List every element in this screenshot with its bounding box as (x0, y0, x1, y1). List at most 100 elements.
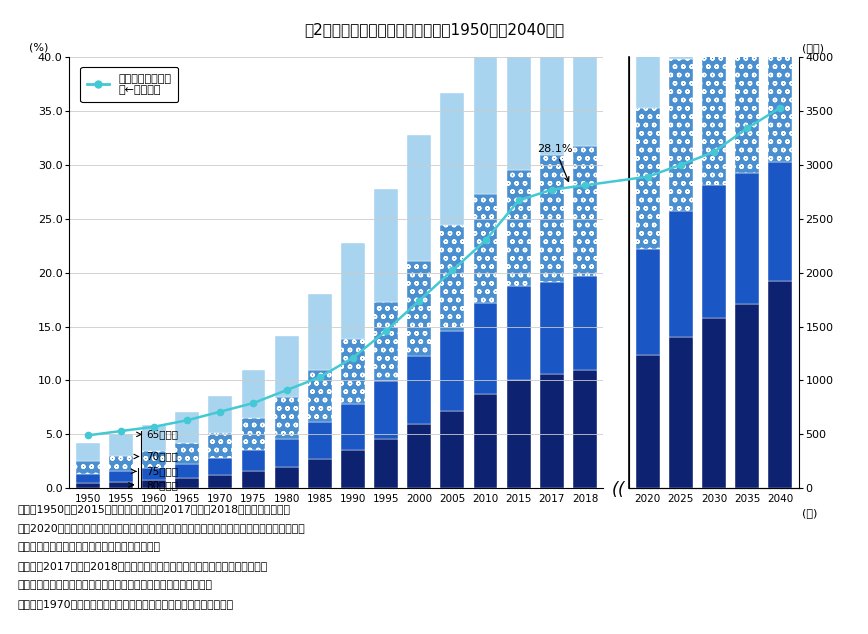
Bar (374, 190, 398, 302)
Bar (76, 443, 100, 462)
Bar (108, 456, 133, 471)
Bar (668, 337, 693, 488)
Bar (735, 44, 759, 172)
Text: 80歳以上: 80歳以上 (146, 480, 178, 490)
Text: (: ( (617, 481, 624, 498)
Text: 75歳以上: 75歳以上 (146, 467, 178, 476)
Bar (702, 42, 726, 185)
Bar (208, 433, 233, 458)
Bar (208, 476, 233, 488)
Bar (208, 396, 233, 433)
Text: 65歳以上: 65歳以上 (146, 429, 178, 439)
Bar (735, 304, 759, 488)
Bar (573, 276, 597, 370)
Bar (507, 19, 530, 170)
Bar (241, 370, 266, 418)
Text: ２）国勢調査による人口及び割合は、年齢不詳をあん分した結果: ２）国勢調査による人口及び割合は、年齢不詳をあん分した結果 (17, 580, 213, 590)
Text: 図2　高齢者人口及び割合の推移（1950年～2040年）: 図2 高齢者人口及び割合の推移（1950年～2040年） (304, 22, 564, 37)
Bar (635, 0, 660, 108)
Bar (76, 462, 100, 474)
Bar (208, 458, 233, 476)
Bar (341, 339, 365, 404)
Bar (374, 439, 398, 488)
Text: (%): (%) (30, 42, 49, 53)
Bar (635, 249, 660, 355)
Bar (668, 210, 693, 337)
Bar (76, 474, 100, 483)
Text: （国立社会保障・人口問題研究所）から作成: （国立社会保障・人口問題研究所）から作成 (17, 542, 161, 552)
Bar (540, 155, 564, 281)
Legend: 高齢者人口の割合
（←左目盛）: 高齢者人口の割合 （←左目盛） (81, 67, 178, 102)
Bar (540, 3, 564, 155)
Bar (407, 356, 431, 424)
Bar (341, 243, 365, 339)
Bar (440, 93, 464, 224)
Bar (474, 394, 497, 488)
Bar (274, 335, 299, 397)
Bar (768, 0, 792, 44)
Bar (108, 482, 133, 488)
Bar (768, 162, 792, 281)
Text: 注１）〱2017年及㈱2018年は９月１５日現在、その他の年は１０月１日現在: 注１）〱2017年及㈱2018年は９月１５日現在、その他の年は１０月１日現在 (17, 561, 267, 571)
Bar (440, 411, 464, 488)
Bar (308, 294, 332, 370)
Bar (735, 172, 759, 304)
Bar (274, 397, 299, 439)
Bar (768, 281, 792, 488)
Bar (668, 0, 693, 59)
Bar (573, 370, 597, 488)
Bar (175, 412, 199, 443)
Bar (241, 450, 266, 471)
Bar (175, 443, 199, 463)
Bar (308, 370, 332, 422)
Bar (308, 460, 332, 488)
Bar (474, 303, 497, 394)
Text: ３）〱1970年までは沖縄県を含まない。　以下表２について同じ。: ３）〱1970年までは沖縄県を含まない。 以下表２について同じ。 (17, 599, 233, 609)
Text: 資料：1950年～2015年は『国勢調査』、2017年及㈱2018年は『人口推計』: 資料：1950年～2015年は『国勢調査』、2017年及㈱2018年は『人口推計… (17, 504, 291, 514)
Bar (407, 135, 431, 261)
Bar (735, 0, 759, 44)
Bar (142, 425, 166, 451)
Bar (668, 59, 693, 210)
Bar (142, 480, 166, 488)
Bar (440, 331, 464, 411)
Bar (374, 381, 398, 439)
Bar (241, 471, 266, 488)
Text: (万人): (万人) (802, 42, 824, 53)
Bar (507, 286, 530, 380)
Text: (年): (年) (802, 508, 818, 517)
Text: 2020年以降は『日本の将来推計人口（平成２９年推計）』出生（中位）死亡（中位）推計: 2020年以降は『日本の将来推計人口（平成２９年推計）』出生（中位）死亡（中位）… (17, 523, 306, 533)
Bar (440, 224, 464, 331)
Bar (175, 463, 199, 478)
Bar (374, 302, 398, 381)
Bar (702, 0, 726, 42)
Text: (: ( (611, 481, 618, 498)
Bar (540, 281, 564, 373)
Bar (540, 373, 564, 488)
Text: 28.1%: 28.1% (537, 144, 573, 181)
Bar (308, 422, 332, 460)
Bar (142, 469, 166, 480)
Bar (573, 146, 597, 276)
Bar (635, 355, 660, 488)
Bar (474, 193, 497, 303)
Bar (702, 185, 726, 318)
Bar (474, 52, 497, 193)
Bar (407, 261, 431, 356)
Bar (274, 439, 299, 467)
Bar (573, 0, 597, 146)
Bar (407, 424, 431, 488)
Bar (175, 478, 199, 488)
Bar (341, 404, 365, 450)
Bar (274, 467, 299, 488)
Bar (507, 380, 530, 488)
Bar (635, 108, 660, 249)
Bar (108, 471, 133, 482)
Bar (507, 170, 530, 286)
Bar (108, 434, 133, 456)
Bar (341, 450, 365, 488)
Bar (142, 451, 166, 469)
Bar (768, 44, 792, 162)
Bar (76, 483, 100, 488)
Text: 70歳以上: 70歳以上 (146, 451, 178, 462)
